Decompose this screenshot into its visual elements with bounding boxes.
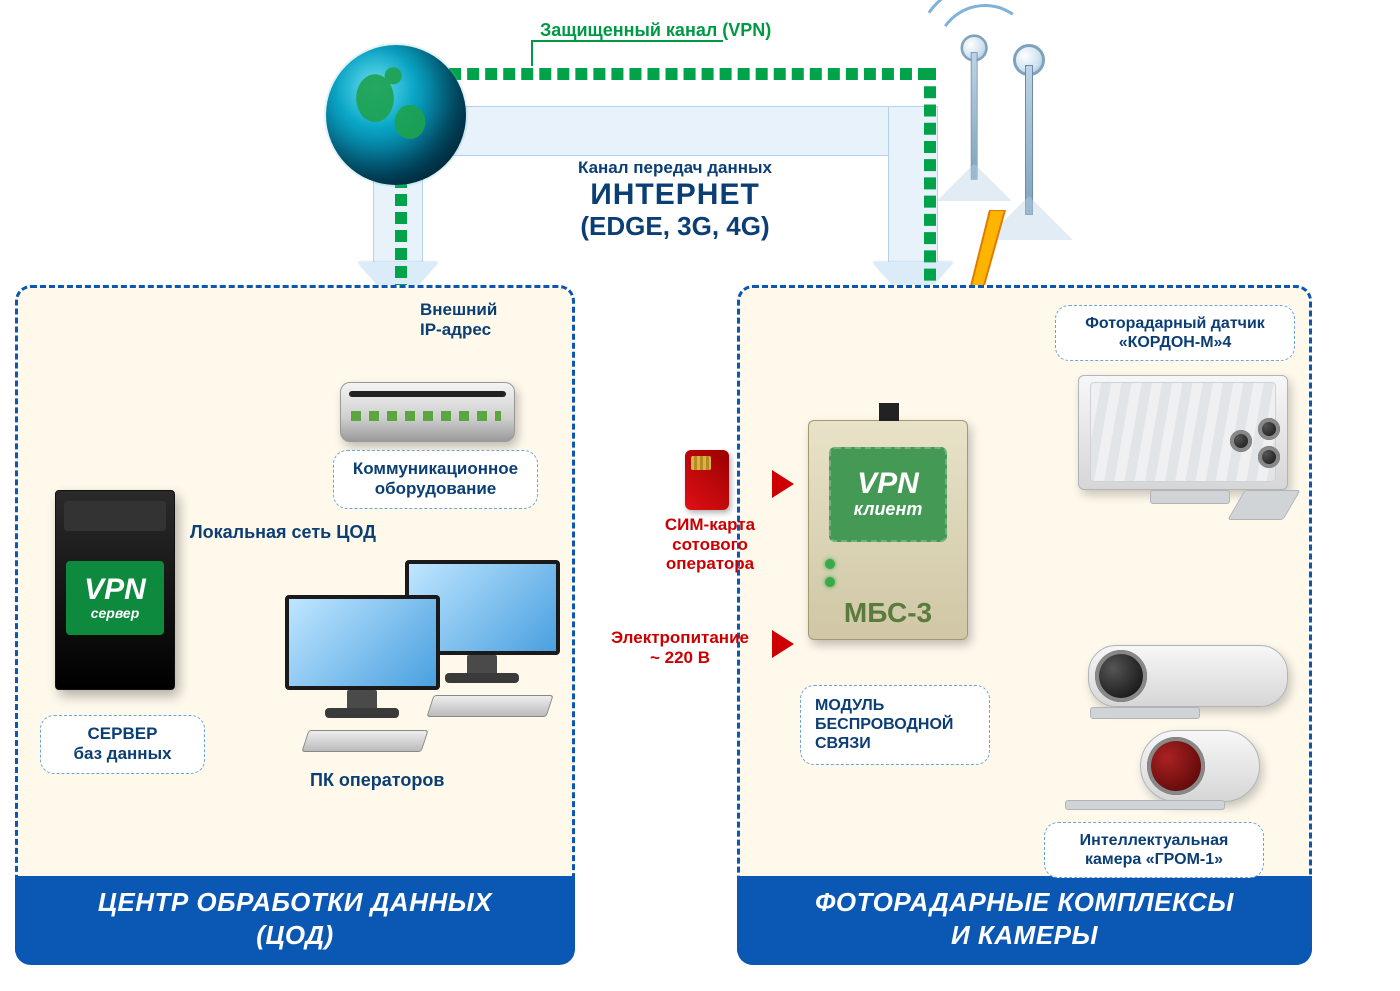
grom-illuminator-lens xyxy=(1147,737,1205,795)
keyboard-icon xyxy=(301,730,428,752)
server-db-text: СЕРВЕР баз данных xyxy=(73,724,171,763)
power-arrow xyxy=(772,630,794,658)
vpn-client-badge: VPN клиент xyxy=(829,447,947,542)
vpn-line xyxy=(395,68,930,80)
cameras-title-line1: ФОТОРАДАРНЫЕ КОМПЛЕКСЫ xyxy=(815,887,1234,917)
globe-icon xyxy=(326,45,466,185)
ext-ip-text: Внешний IP-адрес xyxy=(420,300,497,339)
comm-equipment-label: Коммуникационное оборудование xyxy=(333,450,538,509)
internet-label: ИНТЕРНЕТ xyxy=(545,178,805,213)
cordon-bracket xyxy=(1150,490,1230,504)
datacenter-title: ЦЕНТР ОБРАБОТКИ ДАННЫХ (ЦОД) xyxy=(15,876,575,965)
vpn-server-badge-line1: VPN xyxy=(84,575,146,605)
grom-bracket xyxy=(1090,707,1200,719)
sim-arrow xyxy=(772,470,794,498)
vpn-channel-label: Защищенный канал (VPN) xyxy=(540,20,771,41)
keyboard-icon xyxy=(426,695,553,717)
sim-label: СИМ-карта сотового оператора xyxy=(655,515,765,574)
cordon-lens xyxy=(1230,430,1252,452)
vpn-server-icon: VPN сервер xyxy=(55,490,175,690)
mbs-module-text: МОДУЛЬ БЕСПРОВОДНОЙ СВЯЗИ xyxy=(815,697,953,752)
ext-ip-label: Внешний IP-адрес xyxy=(420,300,497,339)
vpn-client-badge-line2: клиент xyxy=(854,499,923,520)
cordon-lens xyxy=(1258,446,1280,468)
lan-label: Локальная сеть ЦОД xyxy=(190,522,376,543)
cordon-lens xyxy=(1258,418,1280,440)
mbs-module-label: МОДУЛЬ БЕСПРОВОДНОЙ СВЯЗИ xyxy=(800,685,990,765)
pc-ops-label: ПК операторов xyxy=(310,770,444,791)
server-db-label: СЕРВЕР баз данных xyxy=(40,715,205,774)
comm-equipment-text: Коммуникационное оборудование xyxy=(353,459,518,498)
vpn-server-badge: VPN сервер xyxy=(66,561,164,635)
grom-lens xyxy=(1095,650,1147,702)
sim-card-icon xyxy=(685,450,729,510)
internet-sub-label: (EDGE, 3G, 4G) xyxy=(545,212,805,242)
grom-text: Интеллектуальная камера «ГРОМ-1» xyxy=(1080,832,1229,868)
vpn-server-badge-line2: сервер xyxy=(91,605,140,621)
cordon-text: Фоторадарный датчик «КОРДОН-М»4 xyxy=(1085,315,1265,351)
vpn-label-leader xyxy=(531,40,533,66)
data-channel-label: Канал передач данных xyxy=(545,158,805,178)
vpn-client-badge-line1: VPN xyxy=(857,469,919,499)
cameras-title: ФОТОРАДАРНЫЕ КОМПЛЕКСЫ И КАМЕРЫ xyxy=(737,876,1312,965)
grom-label: Интеллектуальная камера «ГРОМ-1» xyxy=(1044,822,1264,878)
monitor-icon xyxy=(285,595,440,725)
power-label: Электропитание ~ 220 В xyxy=(600,628,760,667)
router-icon xyxy=(340,382,515,442)
sim-text: СИМ-карта сотового оператора xyxy=(665,515,755,573)
cordon-label: Фоторадарный датчик «КОРДОН-М»4 xyxy=(1055,305,1295,361)
cameras-title-line2: И КАМЕРЫ xyxy=(951,920,1098,950)
mbs-device-icon: VPN клиент МБС-3 xyxy=(808,420,968,640)
grom-base xyxy=(1065,800,1225,810)
datacenter-title-line2: (ЦОД) xyxy=(256,920,333,950)
datacenter-title-line1: ЦЕНТР ОБРАБОТКИ ДАННЫХ xyxy=(98,887,492,917)
mbs-device-name: МБС-3 xyxy=(809,597,967,629)
power-text: Электропитание ~ 220 В xyxy=(611,628,749,667)
